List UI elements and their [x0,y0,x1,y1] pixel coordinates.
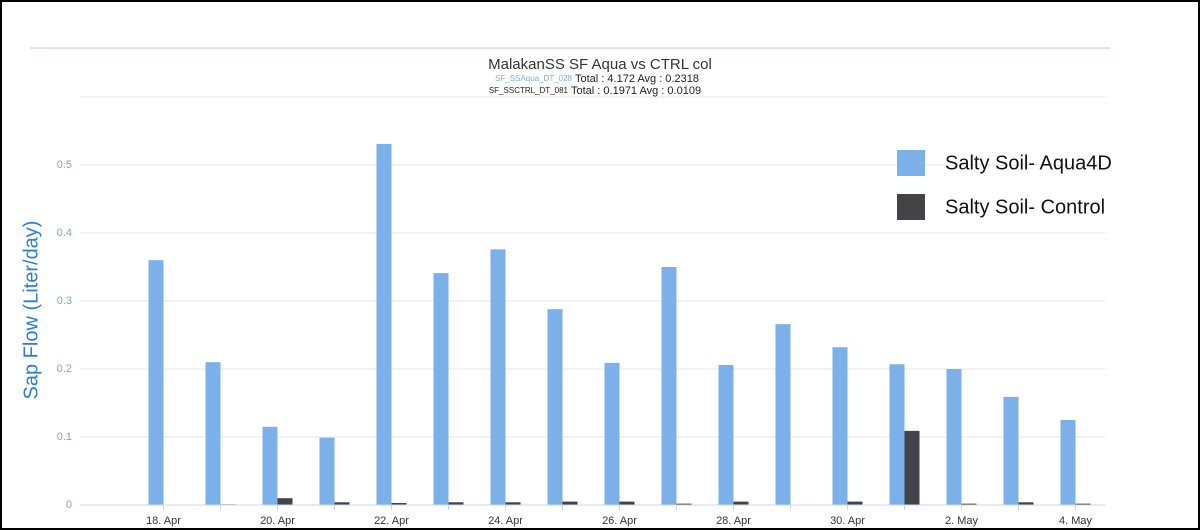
bar [961,503,977,505]
x-tick-label: 30. Apr [830,515,865,527]
bar [676,503,692,505]
bar [847,501,863,505]
bar [661,267,677,505]
bar [448,502,464,505]
bar [946,369,962,505]
legend-swatch [897,150,925,176]
bar [277,498,293,505]
x-tick-label: 24. Apr [488,515,523,527]
bar [334,502,350,505]
bar [1018,502,1034,505]
x-tick-label: 22. Apr [374,515,409,527]
y-tick-label: 0.3 [57,295,72,307]
bar [733,501,749,505]
bar [1075,503,1091,505]
chart-title: MalakanSS SF Aqua vs CTRL col [488,56,712,73]
x-tick-label: 18. Apr [146,515,181,527]
legend-label: Salty Soil- Control [945,196,1105,218]
bar [205,362,221,505]
bar [148,260,164,505]
y-tick-label: 0.5 [57,159,72,171]
x-tick-label: 2. May [945,515,979,527]
bar [619,501,635,505]
bar [718,364,734,505]
bar [505,502,521,505]
bar [904,430,920,505]
legend-swatch [897,194,925,220]
subtitle-stats: Total : 0.1971 Avg : 0.0109 [571,85,701,97]
subtitle-stats: Total : 4.172 Avg : 0.2318 [575,73,699,85]
bar [490,249,506,505]
bar [376,143,392,506]
y-tick-label: 0 [66,499,72,511]
x-tick-label: 20. Apr [260,515,295,527]
subtitle-sensor: SF_SSAqua_DT_028 [495,74,572,83]
bar [562,501,578,505]
bar [547,309,563,505]
y-axis-title: Sap Flow (Liter/day) [20,221,42,400]
x-tick-label: 26. Apr [602,515,637,527]
y-tick-label: 0.2 [57,363,72,375]
bar [391,502,407,505]
x-tick-label: 28. Apr [716,515,751,527]
bar [832,347,848,505]
bar [1003,396,1019,505]
y-tick-label: 0.1 [57,431,72,443]
bar [319,437,335,505]
y-tick-label: 0.4 [57,227,72,239]
bar [775,324,791,505]
legend-label: Salty Soil- Aqua4D [945,152,1112,174]
x-tick-label: 4. May [1059,515,1093,527]
bar [1060,420,1076,505]
bar [889,364,905,505]
subtitle-sensor: SF_SSCTRL_DT_081 [489,86,569,95]
bar [262,426,278,505]
bar [604,362,620,505]
bar [433,273,449,505]
